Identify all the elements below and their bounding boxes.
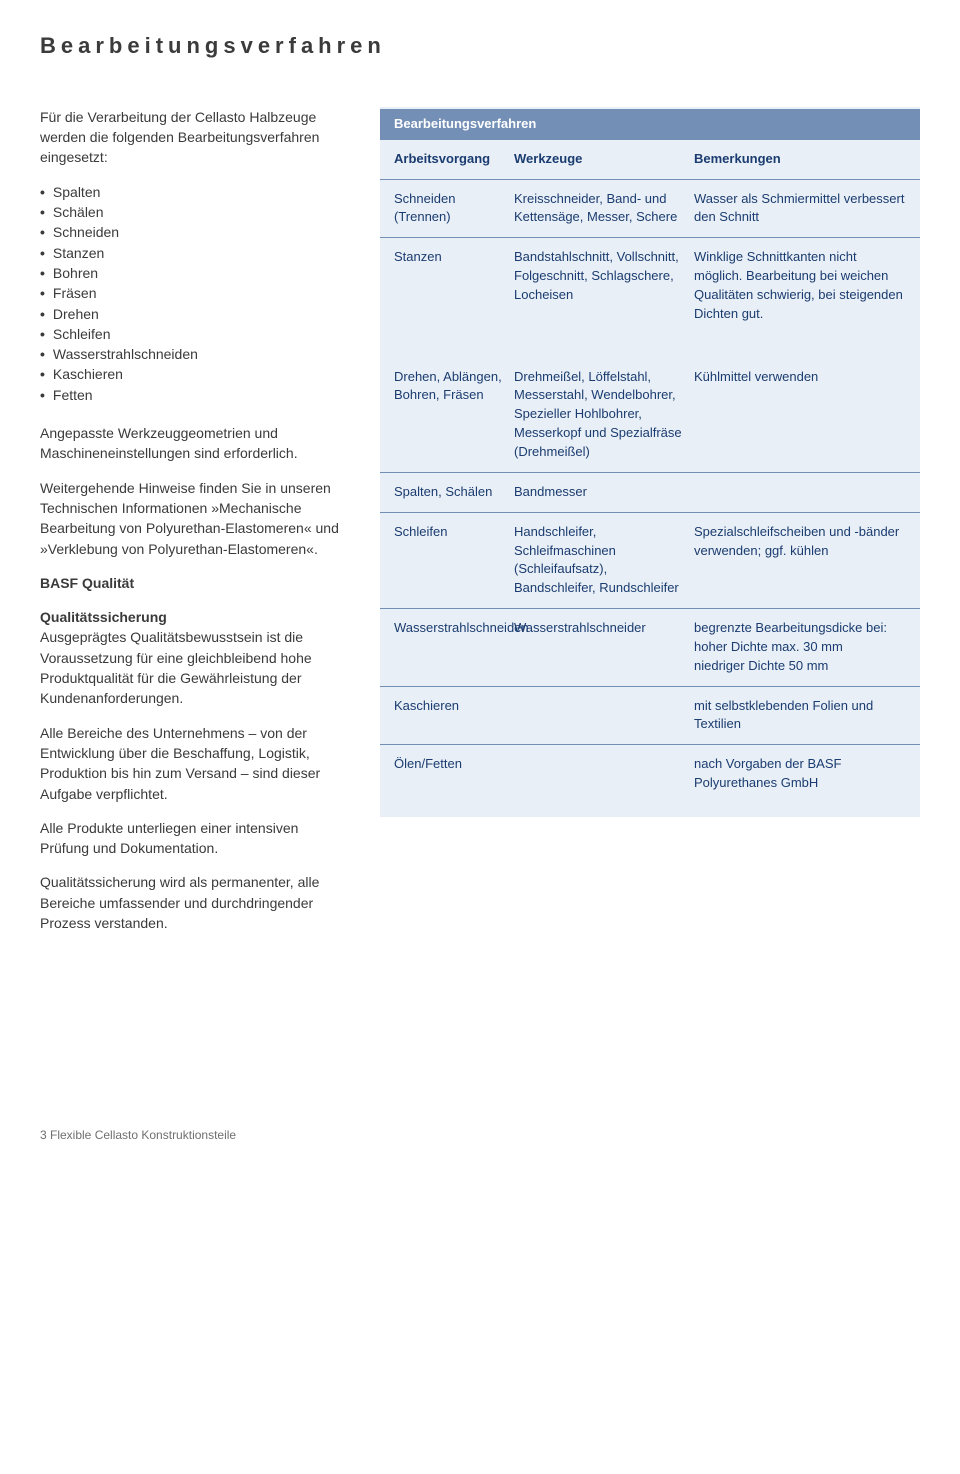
table-cell-c3: mit selbstklebenden Folien und Textilien xyxy=(694,697,906,735)
table-cell-c3: Spezialschleifscheiben und -bänder verwe… xyxy=(694,523,906,598)
table-row: Schneiden (Trennen)Kreisschneider, Band-… xyxy=(380,180,920,239)
table-cell-c2: Wasserstrahlschneider xyxy=(514,619,694,676)
table-cell-c1: Kaschieren xyxy=(394,697,514,735)
table-cell-c2 xyxy=(514,697,694,735)
table-row: WasserstrahlschneidenWasserstrahlschneid… xyxy=(380,609,920,687)
heading-quality-assurance: Qualitätssicherung xyxy=(40,609,167,625)
table-cell-c1: Spalten, Schälen xyxy=(394,483,514,502)
table-cell-c1: Stanzen xyxy=(394,248,514,323)
table-cell-c3: nach Vorgaben der BASF Polyurethanes Gmb… xyxy=(694,755,906,793)
two-column-layout: Für die Verarbeitung der Cellasto Halbze… xyxy=(40,107,920,947)
table-row: Kaschieren mit selbstklebenden Folien und… xyxy=(380,687,920,746)
right-column: Bearbeitungsverfahren Arbeitsvorgang Wer… xyxy=(380,107,920,947)
table-cell-c1: Schleifen xyxy=(394,523,514,598)
bullet-item: Drehen xyxy=(40,304,350,324)
table-section-2: Drehen, Ablängen, Bohren, FräsenDrehmeiß… xyxy=(380,358,920,803)
table-cell-c3: begrenzte Bearbeitungsdicke bei: hoher D… xyxy=(694,619,906,676)
bullet-item: Spalten xyxy=(40,182,350,202)
left-column: Für die Verarbeitung der Cellasto Halbze… xyxy=(40,107,350,947)
table-cell-c2: Kreisschneider, Band- und Kettensäge, Me… xyxy=(514,190,694,228)
paragraph-permanent-process: Qualitätssicherung wird als permanenter,… xyxy=(40,872,350,933)
page-footer: 3 Flexible Cellasto Konstruktionsteile xyxy=(40,1127,920,1144)
bullet-item: Fetten xyxy=(40,385,350,405)
table-section-gap xyxy=(380,334,920,358)
qs-block: Qualitätssicherung Ausgeprägtes Qualität… xyxy=(40,607,350,708)
table-cell-c3: Winklige Schnittkanten nicht möglich. Be… xyxy=(694,248,906,323)
intro-paragraph: Für die Verarbeitung der Cellasto Halbze… xyxy=(40,107,350,168)
page-title: Bearbeitungsverfahren xyxy=(40,30,920,62)
table-cell-c2: Drehmeißel, Löffelstahl, Messerstahl, We… xyxy=(514,368,694,462)
header-col-werkzeuge: Werkzeuge xyxy=(514,150,694,169)
table-cell-c2 xyxy=(514,755,694,793)
table-title: Bearbeitungsverfahren xyxy=(380,109,920,140)
table-row: StanzenBandstahlschnitt, Vollschnitt, Fo… xyxy=(380,238,920,333)
bullet-item: Fräsen xyxy=(40,283,350,303)
table-row: Spalten, SchälenBandmesser xyxy=(380,473,920,513)
header-col-bemerkungen: Bemerkungen xyxy=(694,150,906,169)
heading-basf-quality: BASF Qualität xyxy=(40,573,350,593)
table-cell-c1: Ölen/Fetten xyxy=(394,755,514,793)
table-header-row: Arbeitsvorgang Werkzeuge Bemerkungen xyxy=(380,140,920,180)
bullet-item: Schälen xyxy=(40,202,350,222)
bullet-item: Schleifen xyxy=(40,324,350,344)
processes-table: Bearbeitungsverfahren Arbeitsvorgang Wer… xyxy=(380,107,920,817)
table-cell-c3: Kühlmittel verwenden xyxy=(694,368,906,462)
process-bullet-list: SpaltenSchälenSchneidenStanzenBohrenFräs… xyxy=(40,182,350,405)
paragraph-company-areas: Alle Bereiche des Unternehmens – von der… xyxy=(40,723,350,804)
paragraph-qs-intro: Ausgeprägtes Qualitätsbewusstsein ist di… xyxy=(40,629,312,706)
bullet-item: Bohren xyxy=(40,263,350,283)
table-row: SchleifenHandschleifer, Schleifmaschinen… xyxy=(380,513,920,609)
table-section-1: Schneiden (Trennen)Kreisschneider, Band-… xyxy=(380,180,920,334)
table-row: Drehen, Ablängen, Bohren, FräsenDrehmeiß… xyxy=(380,358,920,473)
bullet-item: Kaschieren xyxy=(40,364,350,384)
header-col-arbeitsvorgang: Arbeitsvorgang xyxy=(394,150,514,169)
bullet-item: Stanzen xyxy=(40,243,350,263)
table-cell-c2: Bandmesser xyxy=(514,483,694,502)
table-row: Ölen/Fetten nach Vorgaben der BASF Polyur… xyxy=(380,745,920,803)
table-cell-c1: Wasserstrahlschneiden xyxy=(394,619,514,676)
table-cell-c1: Schneiden (Trennen) xyxy=(394,190,514,228)
table-cell-c3 xyxy=(694,483,906,502)
paragraph-testing: Alle Produkte unterliegen einer intensiv… xyxy=(40,818,350,859)
bullet-item: Wasserstrahlschneiden xyxy=(40,344,350,364)
table-cell-c2: Handschleifer, Schleifmaschinen (Schleif… xyxy=(514,523,694,598)
bullet-item: Schneiden xyxy=(40,222,350,242)
table-cell-c2: Bandstahlschnitt, Vollschnitt, Folgeschn… xyxy=(514,248,694,323)
paragraph-further-info: Weitergehende Hinweise finden Sie in uns… xyxy=(40,478,350,559)
table-cell-c1: Drehen, Ablängen, Bohren, Fräsen xyxy=(394,368,514,462)
table-cell-c3: Wasser als Schmiermittel verbessert den … xyxy=(694,190,906,228)
paragraph-tooling: Angepasste Werkzeuggeometrien und Maschi… xyxy=(40,423,350,464)
